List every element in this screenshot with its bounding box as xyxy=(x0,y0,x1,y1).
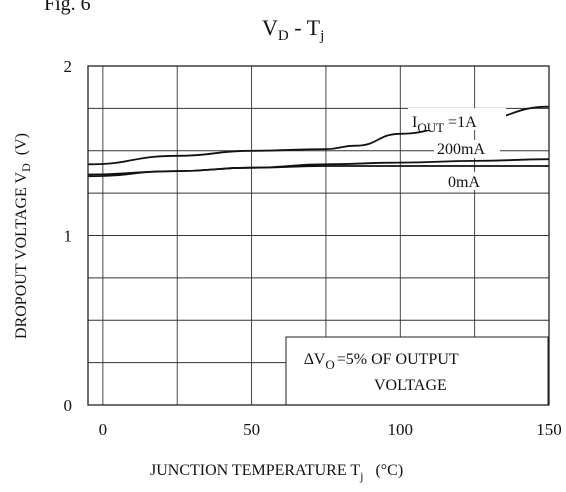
annotation-line-2: VOLTAGE xyxy=(374,377,447,394)
label-bg-200ma xyxy=(434,140,500,158)
y-tick-label: 1 xyxy=(64,227,73,246)
series-label-200ma: 200mA xyxy=(437,141,485,158)
y-tick-label: 0 xyxy=(64,396,73,415)
x-tick-label: 100 xyxy=(388,420,414,439)
x-tick-label: 50 xyxy=(243,420,260,439)
series-line-2 xyxy=(87,165,549,176)
figure-label: Fig. 6 xyxy=(44,0,91,15)
label-bg-1a xyxy=(408,108,506,130)
y-tick-label: 2 xyxy=(64,57,73,76)
y-axis-label: DROPOUT VOLTAGE VD(V) xyxy=(13,133,33,339)
x-tick-label: 0 xyxy=(99,420,108,439)
series-label-1a: IOUT =1A xyxy=(412,114,477,135)
series-label-0ma: 0mA xyxy=(448,174,480,191)
plot-frame xyxy=(87,65,550,406)
x-axis-label: JUNCTION TEMPERATURE Tj (°C) xyxy=(150,462,403,483)
label-bg-0ma xyxy=(445,172,485,190)
axis-ticks: 0 50 100 150 0 1 2 xyxy=(64,57,562,439)
annotation-box xyxy=(285,336,549,406)
chart-title: VD - Tj xyxy=(262,15,324,44)
annotation-line-1: ∆VO =5% OF OUTPUT xyxy=(304,351,459,372)
x-tick-label: 150 xyxy=(536,420,562,439)
